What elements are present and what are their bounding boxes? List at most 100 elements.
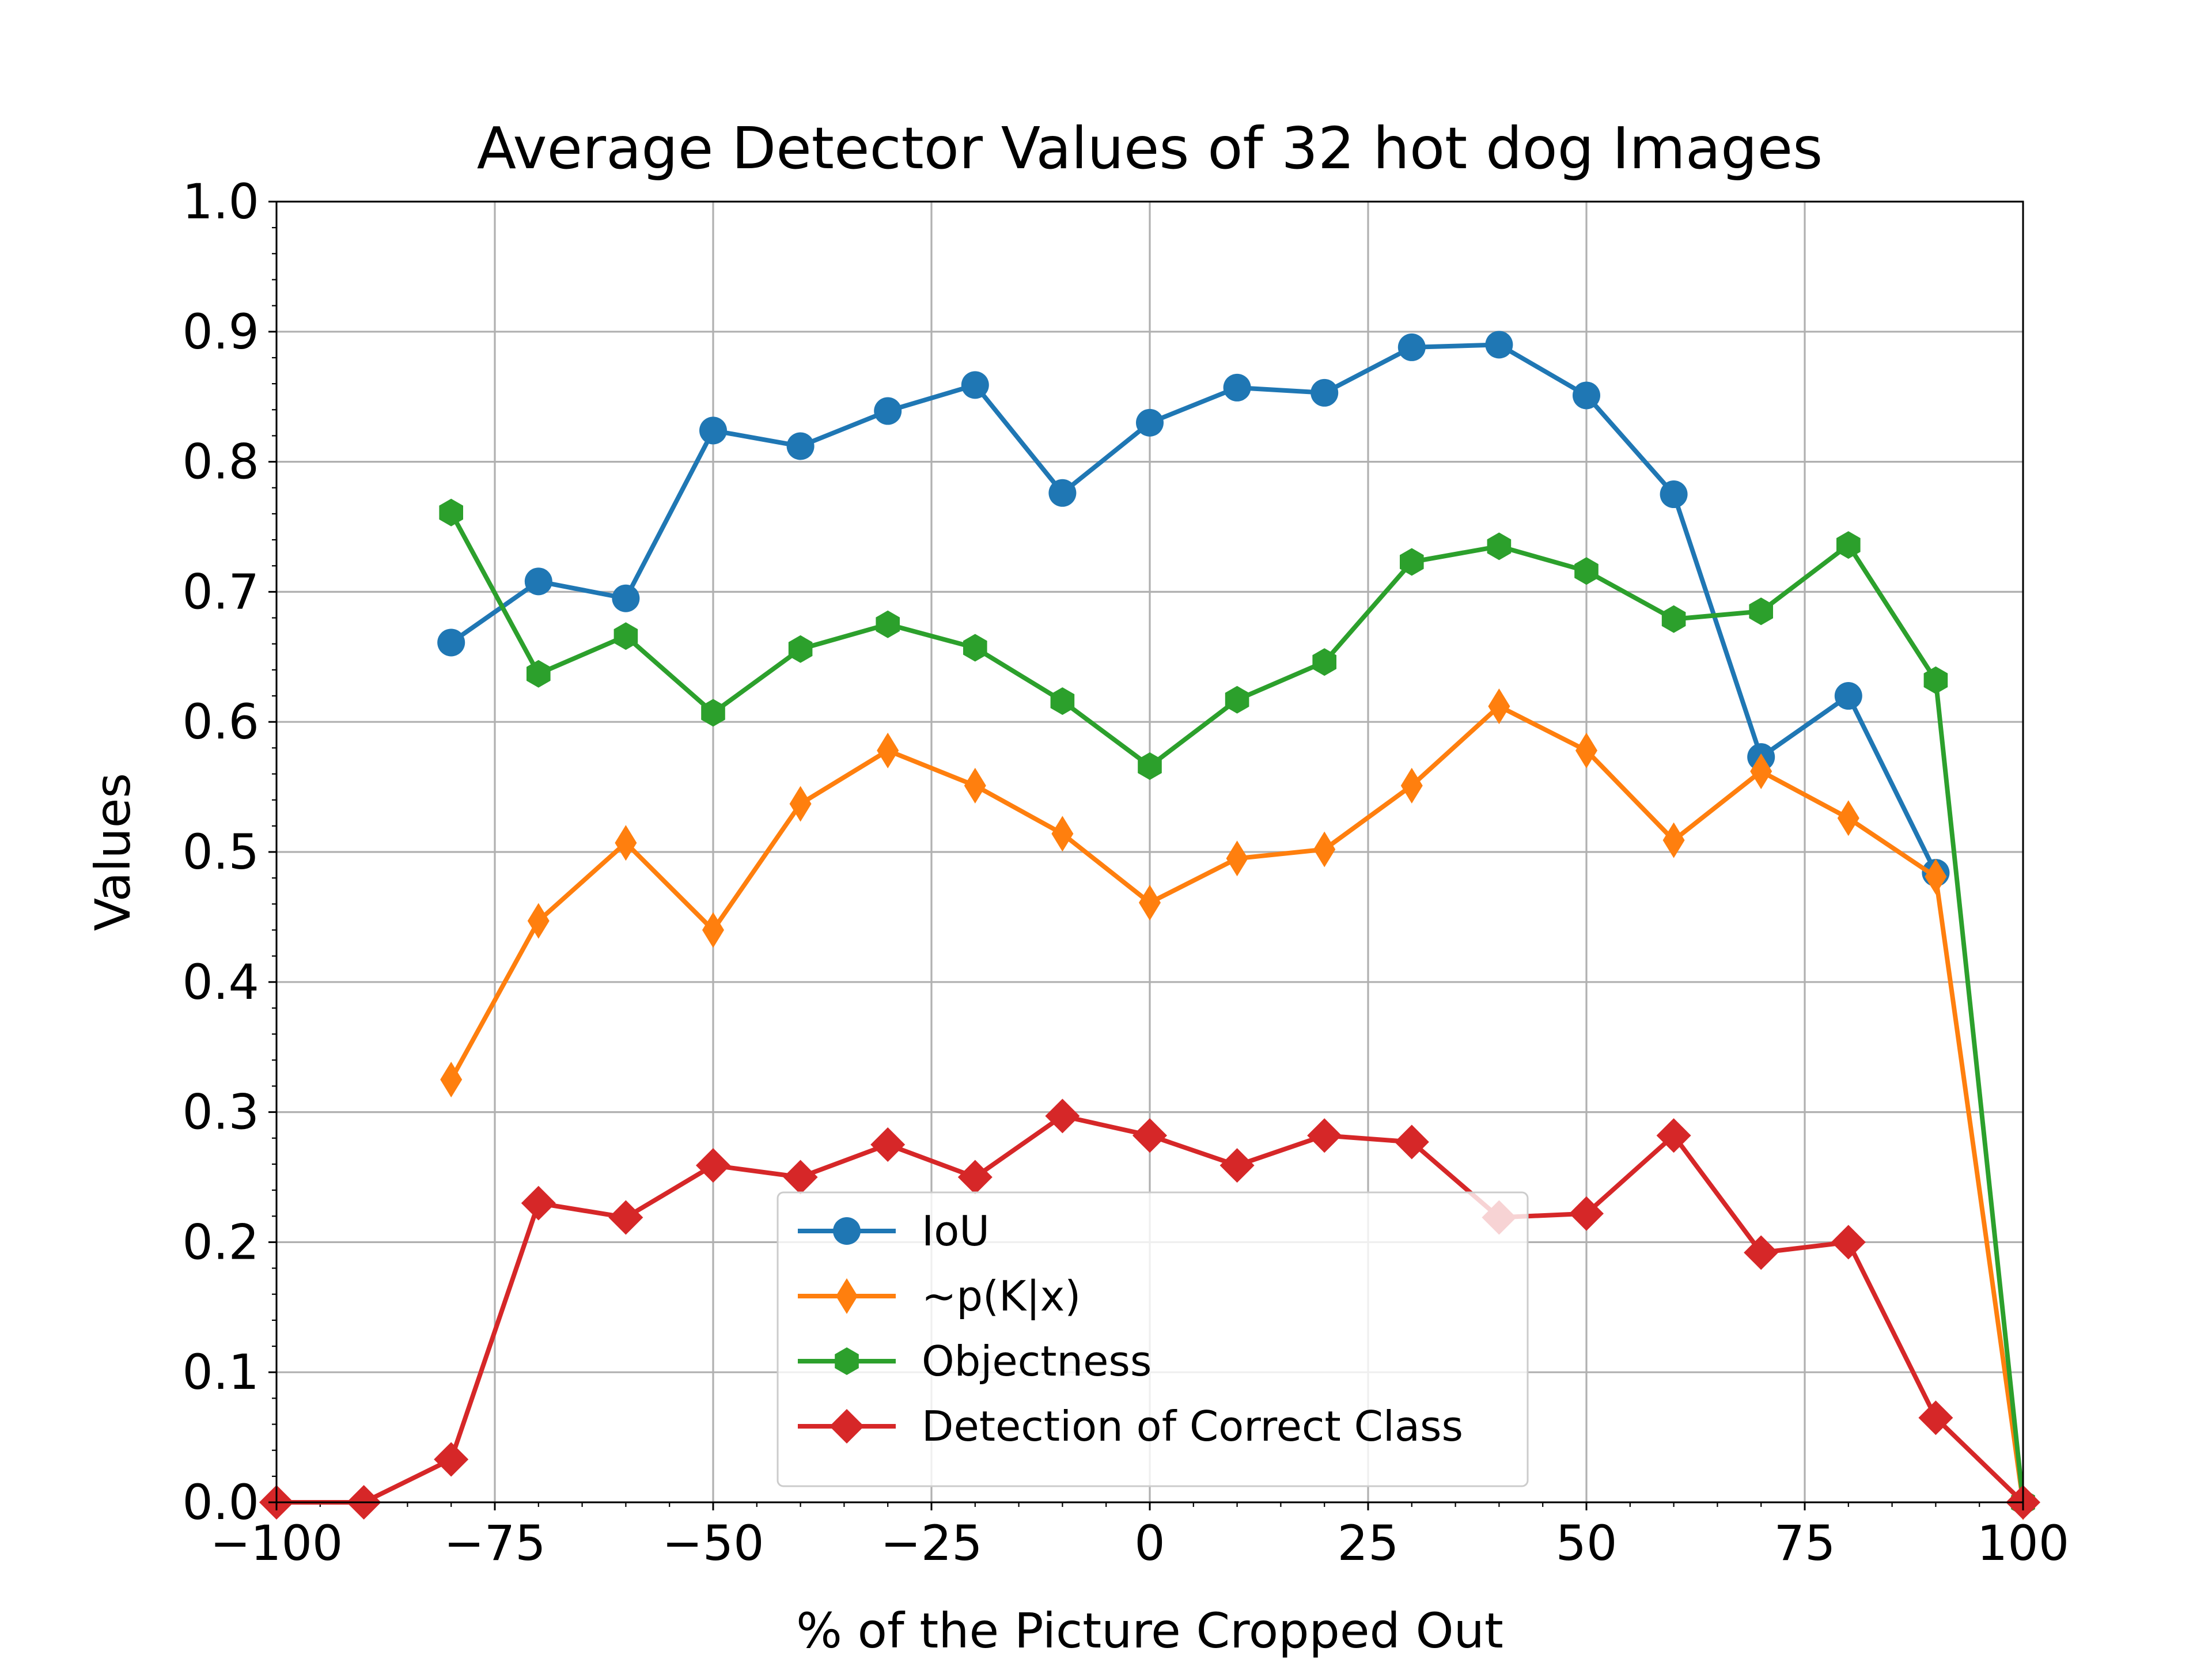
series-objectness <box>439 498 2035 1516</box>
data-point-detection-of-correct-class <box>696 1148 730 1183</box>
legend-box <box>777 1191 1529 1487</box>
data-point-p-k-x <box>1226 840 1248 877</box>
data-point-iou <box>961 371 989 399</box>
data-point-objectness <box>876 610 900 638</box>
data-point-objectness <box>1487 532 1512 560</box>
data-point-objectness <box>701 699 725 727</box>
data-point-detection-of-correct-class <box>1569 1196 1604 1231</box>
data-point-objectness <box>1225 685 1249 714</box>
data-point-objectness <box>1050 687 1075 715</box>
data-point-iou <box>1660 480 1688 509</box>
data-point-iou <box>786 432 815 460</box>
x-tick-label: −50 <box>662 1515 764 1571</box>
data-point-iou <box>1485 331 1513 359</box>
data-point-objectness <box>1400 548 1424 576</box>
data-point-p-k-x <box>964 767 986 804</box>
data-point-p-k-x <box>1139 885 1161 921</box>
data-point-objectness <box>613 622 638 650</box>
data-point-iou <box>1223 373 1251 402</box>
x-tick-label: 25 <box>1338 1515 1399 1571</box>
y-tick-label: 0.4 <box>182 954 259 1010</box>
series-line-iou <box>449 342 1938 874</box>
data-point-detection-of-correct-class <box>1744 1235 1779 1270</box>
x-tick-label: 75 <box>1774 1515 1836 1571</box>
data-point-detection-of-correct-class <box>1045 1099 1080 1134</box>
data-point-p-k-x <box>702 912 724 948</box>
legend: IoU ~p(K|x) Objectness Detection of Correct… <box>777 1191 1529 1487</box>
series-group <box>259 331 2040 1520</box>
legend-marker-p-k-x <box>836 1278 858 1314</box>
data-point-p-k-x <box>789 786 812 822</box>
legend-label-p-k-x: ~p(K|x) <box>922 1272 1081 1321</box>
data-point-p-k-x <box>615 825 637 861</box>
legend-label-detection-of-correct-class: Detection of Correct Class <box>922 1402 1463 1450</box>
data-point-objectness <box>1661 605 1686 633</box>
y-tick-label: 0.1 <box>182 1344 259 1400</box>
data-point-iou <box>874 397 902 425</box>
x-tick-label: 0 <box>1134 1515 1165 1571</box>
data-point-objectness <box>1574 557 1599 585</box>
legend-label-iou: IoU <box>922 1207 990 1255</box>
axis-ticks: −100 −75 −50 −25 0 25 50 75 100 0.0 0.1 0.2 0.3 0.4 0.… <box>182 173 2069 1571</box>
data-point-p-k-x <box>1575 732 1597 768</box>
data-point-p-k-x <box>440 1062 463 1098</box>
data-point-p-k-x <box>1662 822 1685 858</box>
data-point-detection-of-correct-class <box>1918 1400 1953 1435</box>
data-point-detection-of-correct-class <box>1219 1148 1255 1183</box>
data-point-detection-of-correct-class <box>608 1200 643 1235</box>
data-point-detection-of-correct-class <box>1132 1118 1167 1153</box>
data-point-p-k-x <box>527 903 550 939</box>
data-point-detection-of-correct-class <box>957 1160 993 1195</box>
data-point-p-k-x <box>1051 816 1074 852</box>
data-point-objectness <box>527 660 551 688</box>
chart-title: Average Detector Values of 32 hot dog Im… <box>477 115 1823 182</box>
legend-marker-objectness <box>835 1347 859 1375</box>
data-point-detection-of-correct-class <box>1307 1118 1342 1153</box>
data-point-iou <box>612 584 640 612</box>
data-point-iou <box>1136 408 1164 437</box>
data-point-objectness <box>1749 597 1773 626</box>
data-point-objectness <box>439 498 463 527</box>
data-point-detection-of-correct-class <box>1831 1225 1866 1260</box>
data-point-detection-of-correct-class <box>521 1185 556 1221</box>
data-point-detection-of-correct-class <box>783 1160 818 1195</box>
data-point-detection-of-correct-class <box>1394 1124 1429 1160</box>
data-point-p-k-x <box>1750 753 1772 790</box>
data-point-iou <box>524 567 552 596</box>
data-point-p-k-x <box>877 732 899 768</box>
data-point-objectness <box>788 635 813 663</box>
x-axis-label: % of the Picture Cropped Out <box>796 1603 1503 1659</box>
legend-marker-iou <box>833 1217 861 1245</box>
y-tick-label: 0.9 <box>182 304 259 360</box>
data-point-p-k-x <box>1837 800 1859 836</box>
data-point-detection-of-correct-class <box>1656 1118 1691 1153</box>
data-point-iou <box>1310 378 1339 407</box>
y-tick-label: 1.0 <box>182 173 259 230</box>
y-tick-label: 0.6 <box>182 694 259 750</box>
series-iou <box>437 331 1950 887</box>
legend-marker-detection-of-correct-class <box>830 1409 864 1444</box>
y-axis-label: Values <box>85 773 141 931</box>
data-point-iou <box>1573 381 1600 410</box>
legend-label-objectness: Objectness <box>922 1337 1152 1385</box>
y-tick-label: 0.5 <box>182 824 259 880</box>
y-tick-label: 0.3 <box>182 1084 259 1141</box>
data-point-p-k-x <box>1400 767 1423 804</box>
series-detection-of-correct-class <box>259 1099 2040 1520</box>
y-tick-label: 0.8 <box>182 434 259 490</box>
data-point-objectness <box>963 634 987 662</box>
x-tick-label: 50 <box>1556 1515 1618 1571</box>
data-point-iou <box>1397 333 1426 361</box>
data-point-iou <box>1048 479 1077 507</box>
y-tick-label: 0.7 <box>182 563 259 620</box>
data-point-objectness <box>1836 531 1861 559</box>
data-point-objectness <box>1312 648 1336 676</box>
data-point-objectness <box>1923 666 1948 694</box>
x-tick-label: −25 <box>880 1515 982 1571</box>
data-point-iou <box>699 416 727 445</box>
x-tick-label: −100 <box>210 1515 343 1571</box>
x-tick-label: −75 <box>444 1515 546 1571</box>
data-point-iou <box>437 628 465 657</box>
series-p-k-x <box>440 688 2034 1520</box>
